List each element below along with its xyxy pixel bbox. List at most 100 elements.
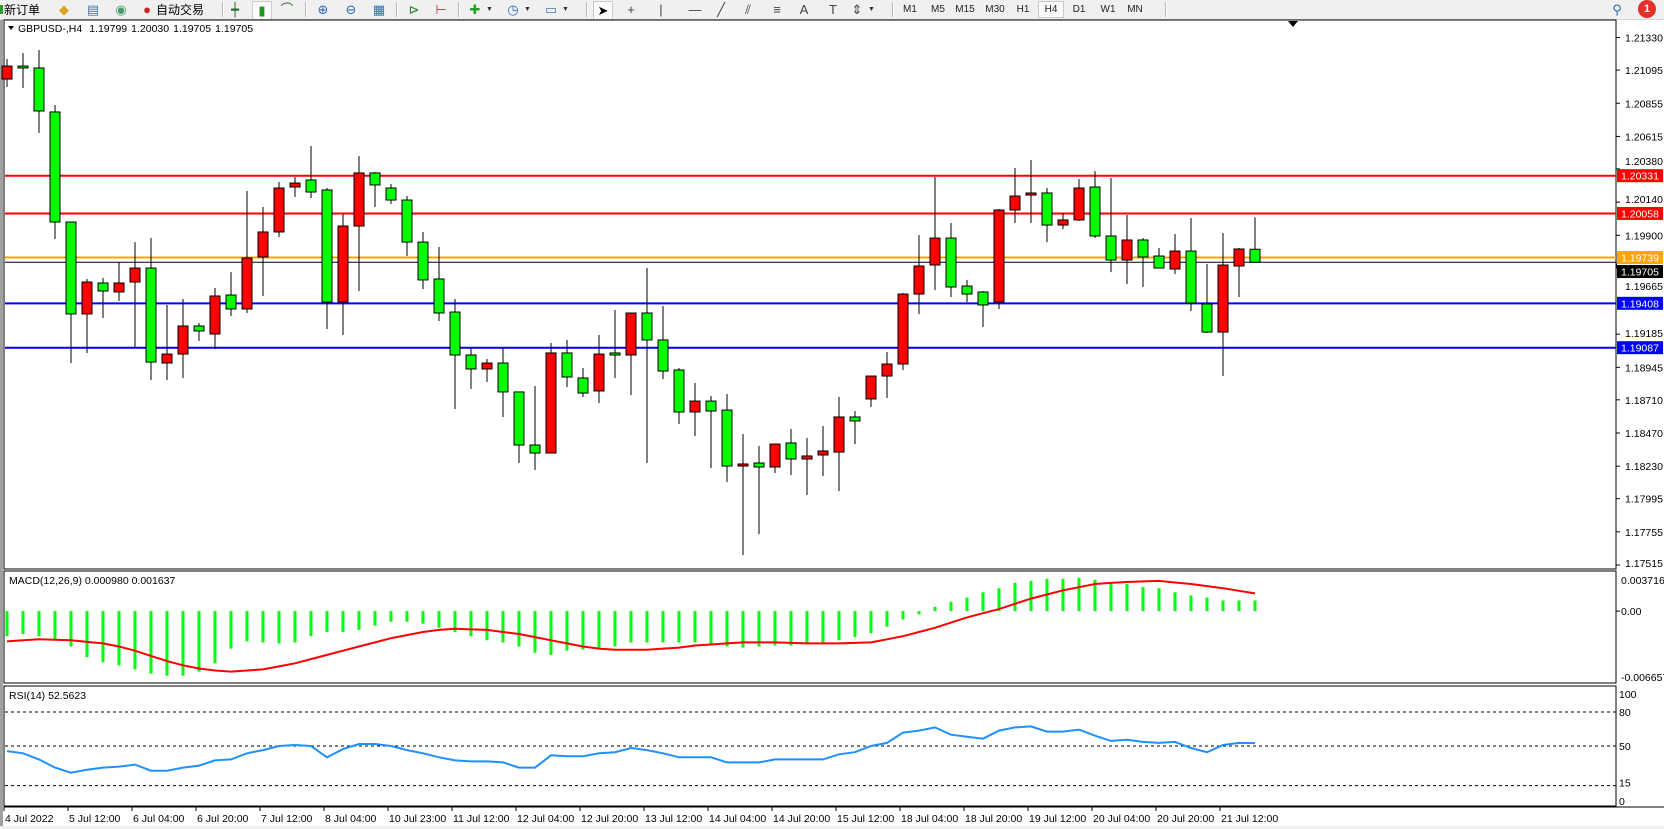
candle[interactable] — [641, 268, 653, 464]
candle[interactable] — [193, 322, 205, 342]
candle[interactable] — [289, 176, 301, 197]
candle[interactable] — [1169, 234, 1181, 275]
vertical-line-icon[interactable]: | — [659, 2, 663, 17]
candle[interactable] — [97, 278, 109, 318]
candle[interactable] — [33, 50, 45, 133]
candle[interactable] — [673, 368, 685, 425]
candle[interactable] — [865, 375, 877, 408]
candle[interactable] — [417, 231, 429, 290]
candle[interactable] — [657, 305, 669, 379]
candle[interactable] — [625, 312, 637, 395]
candle[interactable] — [129, 242, 141, 348]
candle[interactable] — [849, 411, 861, 445]
candle[interactable] — [881, 351, 893, 399]
candle[interactable] — [337, 213, 349, 335]
candle[interactable] — [1009, 167, 1021, 223]
candle[interactable] — [1041, 188, 1053, 243]
candle[interactable] — [817, 425, 829, 477]
candle[interactable] — [561, 339, 573, 387]
arrows-button[interactable]: ⇕ ▼ — [848, 1, 875, 18]
bar-chart-icon[interactable]: ┿ — [231, 2, 239, 17]
candle[interactable] — [49, 105, 61, 240]
candle[interactable] — [1217, 233, 1229, 377]
templates-button[interactable]: ▭ ▼ — [542, 1, 569, 18]
candle[interactable] — [369, 171, 381, 207]
autotrade-button[interactable]: ● 自动交易 — [138, 1, 204, 18]
periods-button[interactable]: ◷ ▼ — [504, 1, 531, 18]
candle[interactable] — [1121, 214, 1133, 284]
candle[interactable] — [1185, 218, 1197, 312]
terminal-icon[interactable]: ▤ — [86, 2, 100, 17]
candle[interactable] — [241, 191, 253, 313]
candle[interactable] — [1233, 248, 1245, 297]
candle[interactable] — [689, 382, 701, 437]
timeframe-mn[interactable]: MN — [1127, 4, 1143, 15]
candle[interactable] — [753, 445, 765, 535]
zoom-out-icon[interactable]: ⊖ — [345, 2, 357, 17]
candle[interactable] — [385, 183, 397, 205]
timeframe-d1[interactable]: D1 — [1072, 4, 1086, 15]
candle[interactable] — [497, 347, 509, 417]
candle[interactable] — [1, 59, 13, 87]
timeframe-m1[interactable]: M1 — [903, 4, 917, 15]
candle[interactable] — [209, 287, 221, 350]
indicators-button[interactable]: ✚ ▼ — [466, 1, 493, 18]
candle[interactable] — [1073, 179, 1085, 222]
new-order-button[interactable]: 新订单 — [0, 1, 40, 18]
line-chart-icon[interactable]: ⌒ — [280, 2, 294, 17]
candle[interactable] — [81, 278, 93, 353]
candle[interactable] — [225, 272, 237, 317]
candle[interactable] — [705, 395, 717, 468]
candle[interactable] — [305, 145, 317, 198]
candle[interactable] — [769, 443, 781, 473]
candle[interactable] — [609, 309, 621, 378]
candle[interactable] — [353, 156, 365, 292]
cursor-icon[interactable]: ➤ — [593, 1, 613, 20]
candle[interactable] — [577, 368, 589, 398]
candle[interactable] — [145, 238, 157, 381]
candle[interactable] — [1137, 238, 1149, 287]
candle[interactable] — [401, 196, 413, 257]
candle[interactable] — [465, 347, 477, 390]
notification-badge[interactable]: 1 — [1638, 0, 1656, 18]
timeframe-h1[interactable]: H1 — [1016, 4, 1030, 15]
horizontal-line-icon[interactable]: — — [688, 2, 702, 17]
candle[interactable] — [449, 299, 461, 409]
search-icon[interactable]: ⚲ — [1612, 2, 1622, 17]
candle[interactable] — [273, 182, 285, 237]
candle[interactable] — [161, 304, 173, 381]
candle[interactable] — [1057, 213, 1069, 230]
macd-panel[interactable] — [3, 570, 1617, 684]
candle[interactable] — [1025, 159, 1037, 223]
candle[interactable] — [65, 221, 77, 364]
candle[interactable] — [593, 334, 605, 403]
crosshair-icon[interactable]: + — [627, 2, 635, 17]
text-icon[interactable]: A — [799, 2, 809, 17]
navigator-icon[interactable]: ◆ — [59, 2, 69, 17]
candle[interactable] — [1201, 264, 1213, 334]
candle[interactable] — [929, 176, 941, 291]
trendline-icon[interactable]: ╱ — [717, 2, 725, 17]
candle[interactable] — [1249, 217, 1261, 263]
timeframe-h4[interactable]: H4 — [1038, 1, 1064, 18]
timeframe-m5[interactable]: M5 — [931, 4, 945, 15]
candle[interactable] — [433, 247, 445, 322]
candle[interactable] — [785, 428, 797, 476]
candle[interactable] — [177, 299, 189, 378]
candle[interactable] — [961, 279, 973, 303]
candle[interactable] — [913, 235, 925, 314]
candle[interactable] — [529, 385, 541, 471]
candle[interactable] — [977, 291, 989, 327]
candle[interactable] — [545, 342, 557, 454]
signals-icon[interactable]: ◉ — [115, 2, 127, 17]
candle[interactable] — [993, 209, 1005, 309]
tile-windows-icon[interactable]: ▦ — [372, 2, 386, 17]
candle[interactable] — [321, 188, 333, 330]
timeframe-m30[interactable]: M30 — [985, 4, 1005, 15]
main-price-panel[interactable] — [3, 19, 1617, 570]
candle[interactable] — [1089, 170, 1101, 239]
candle[interactable] — [897, 292, 909, 370]
auto-scroll-icon[interactable]: ⊳ — [408, 2, 420, 17]
text-label-icon[interactable]: T — [829, 2, 837, 17]
